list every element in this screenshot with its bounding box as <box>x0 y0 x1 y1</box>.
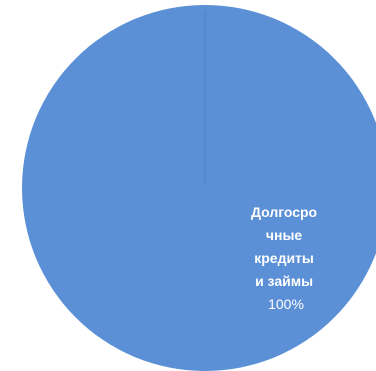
slice-label-line-4: и займы <box>255 273 313 289</box>
pie-slices <box>22 5 376 371</box>
slice-label-line-3: кредиты <box>254 250 314 266</box>
pie-slice-1 <box>22 5 376 371</box>
slice-value-label: 100% <box>268 296 304 312</box>
slice-label-line-2: чные <box>266 227 303 243</box>
slice-label-line-1: Долгосро <box>251 204 317 220</box>
